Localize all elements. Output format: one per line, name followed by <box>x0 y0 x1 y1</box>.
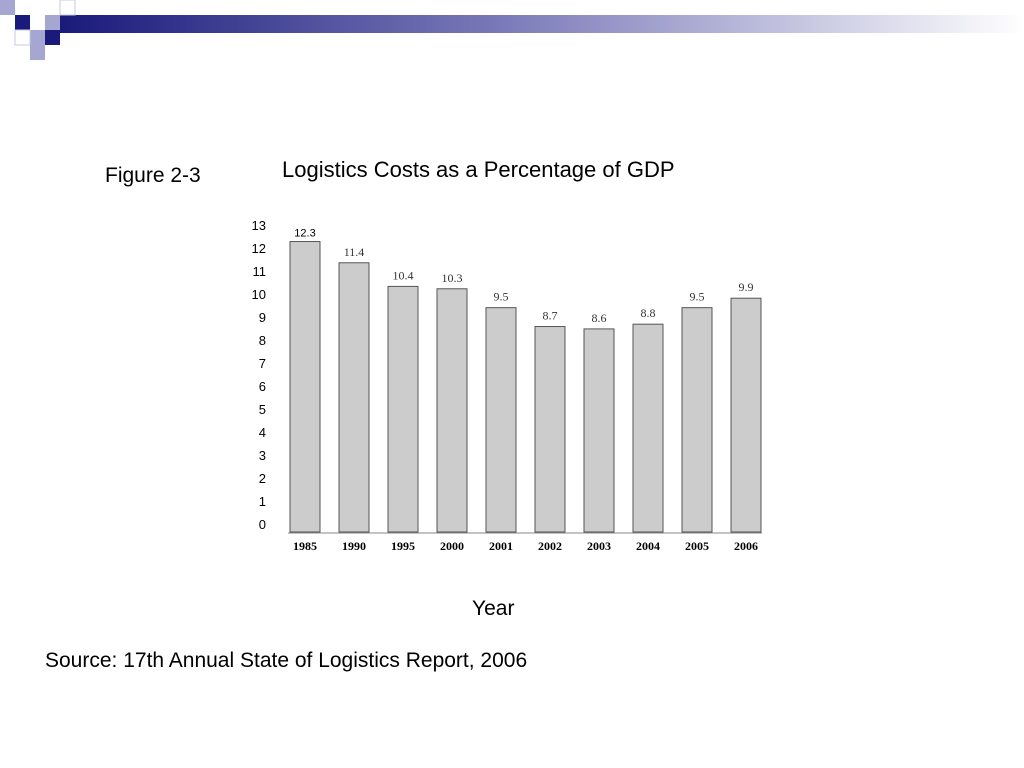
bar <box>730 297 762 533</box>
header-decoration <box>0 0 1024 60</box>
figure-label: Figure 2-3 <box>105 164 201 187</box>
x-axis-ticks: 1985 1990 1995 2000 2001 2002 2003 2004 2005 2006 <box>293 539 758 553</box>
bar <box>681 307 713 533</box>
data-label: 12.3 <box>294 228 315 240</box>
y-tick-label: 1 <box>259 494 266 509</box>
x-tick-label: 2003 <box>587 539 611 553</box>
data-label: 8.8 <box>641 306 656 320</box>
y-tick-label: 7 <box>259 356 266 371</box>
bar <box>436 288 468 533</box>
source-note: Source: 17th Annual State of Logistics R… <box>45 649 528 672</box>
bar <box>289 241 321 533</box>
data-label: 9.5 <box>494 290 509 304</box>
bar <box>583 328 615 533</box>
x-tick-label: 2002 <box>538 539 562 553</box>
data-label: 10.3 <box>442 271 463 285</box>
bar <box>387 285 419 533</box>
x-tick-label: 2004 <box>636 539 660 553</box>
x-tick-label: 2005 <box>685 539 709 553</box>
data-label: 11.4 <box>344 245 365 259</box>
y-tick-label: 8 <box>259 333 266 348</box>
y-tick-label: 12 <box>252 241 266 256</box>
bar <box>534 326 566 533</box>
chart-title: Logistics Costs as a Percentage of GDP <box>282 157 675 182</box>
y-tick-label: 6 <box>259 379 266 394</box>
bars <box>289 241 762 533</box>
data-label: 8.7 <box>543 309 558 323</box>
bar <box>485 307 517 533</box>
bar <box>338 262 370 533</box>
y-tick-label: 4 <box>259 425 266 440</box>
bar <box>632 323 664 533</box>
y-tick-label: 0 <box>259 517 266 532</box>
x-tick-label: 2000 <box>440 539 464 553</box>
x-tick-label: 2001 <box>489 539 513 553</box>
y-tick-label: 11 <box>253 264 267 279</box>
y-tick-label: 2 <box>259 471 266 486</box>
x-axis-title: Year <box>472 597 515 620</box>
y-tick-label: 9 <box>259 310 266 325</box>
y-tick-label: 13 <box>252 218 266 233</box>
x-tick-label: 1990 <box>342 539 366 553</box>
y-tick-label: 10 <box>252 287 266 302</box>
y-tick-label: 5 <box>259 402 266 417</box>
data-label: 9.5 <box>690 290 705 304</box>
x-tick-label: 1995 <box>391 539 415 553</box>
data-label: 8.6 <box>592 311 607 325</box>
y-tick-label: 3 <box>259 448 266 463</box>
data-labels: 12.3 11.4 10.4 10.3 9.5 8.7 8.6 8.8 9.5 9.9 <box>294 228 753 325</box>
data-label: 10.4 <box>393 268 414 282</box>
data-label: 9.9 <box>739 280 754 294</box>
x-tick-label: 2006 <box>734 539 758 553</box>
x-tick-label: 1985 <box>293 539 317 553</box>
